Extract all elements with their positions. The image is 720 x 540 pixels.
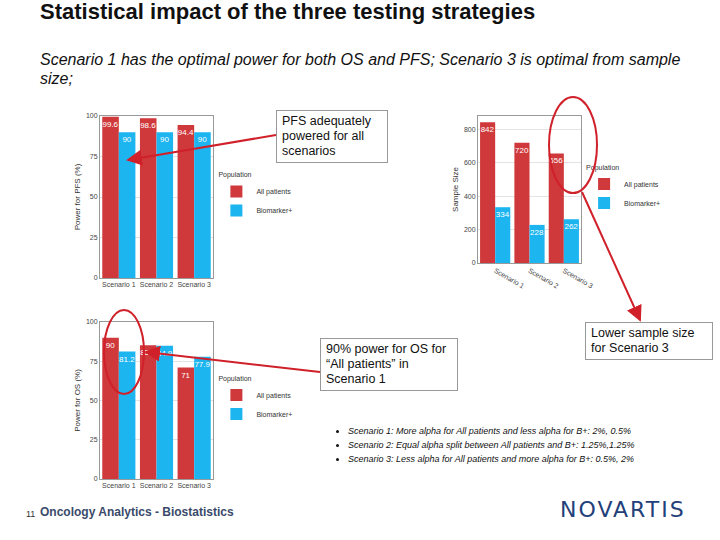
svg-text:90: 90 xyxy=(198,135,207,144)
svg-text:94.4: 94.4 xyxy=(178,128,194,137)
svg-text:25: 25 xyxy=(90,234,98,241)
svg-text:71: 71 xyxy=(181,371,190,380)
svg-text:334: 334 xyxy=(496,210,510,219)
svg-text:228: 228 xyxy=(530,228,544,237)
svg-text:90: 90 xyxy=(106,341,115,350)
svg-text:Power for PFS (%): Power for PFS (%) xyxy=(73,163,82,230)
html-text:Scenario 1 has the optimal pow: Scenario 1 has the optimal power for bot… xyxy=(40,51,681,87)
svg-text:85.2: 85.2 xyxy=(140,348,156,357)
svg-text:Scenario 2: Scenario 2 xyxy=(140,281,174,288)
svg-text:90: 90 xyxy=(122,135,131,144)
svg-text:842: 842 xyxy=(481,125,495,134)
svg-text:Scenario 3: Scenario 3 xyxy=(177,482,211,489)
svg-text:Scenario 1: Scenario 1 xyxy=(102,281,136,288)
html-text:90% power for OS for “All pati: 90% power for OS for “All patients” in S… xyxy=(326,342,447,386)
svg-text:75: 75 xyxy=(90,153,98,160)
svg-text:Population: Population xyxy=(218,171,251,179)
html-text:NOVARTIS: NOVARTIS xyxy=(560,497,686,522)
svg-text:25: 25 xyxy=(90,436,98,443)
svg-text:400: 400 xyxy=(464,193,476,200)
svg-text:Scenario 3: Scenario 3 xyxy=(562,267,595,290)
html-text:Lower sample size for Scenario: Lower sample size for Scenario 3 xyxy=(591,326,695,355)
svg-text:Biomarker+: Biomarker+ xyxy=(256,207,292,214)
svg-text:720: 720 xyxy=(515,146,529,155)
svg-text:75: 75 xyxy=(90,358,98,365)
svg-text:Scenario 1: Scenario 1 xyxy=(102,482,136,489)
svg-text:Population: Population xyxy=(586,164,619,172)
svg-text:Power for OS (%): Power for OS (%) xyxy=(73,369,82,432)
svg-text:600: 600 xyxy=(464,159,476,166)
svg-text:90: 90 xyxy=(160,135,169,144)
svg-text:50: 50 xyxy=(90,397,98,404)
svg-text:Biomarker+: Biomarker+ xyxy=(624,200,660,207)
svg-text:All patients: All patients xyxy=(256,188,291,196)
html-text:Statistical impact of the thre: Statistical impact of the three testing … xyxy=(40,0,536,24)
svg-text:0: 0 xyxy=(472,259,476,266)
svg-text:84.9: 84.9 xyxy=(157,349,173,358)
svg-text:656: 656 xyxy=(549,156,563,165)
svg-text:Biomarker+: Biomarker+ xyxy=(256,411,292,418)
html-text:Scenario 1: More alpha for All: Scenario 1: More alpha for All patients … xyxy=(348,426,632,436)
svg-text:98.6: 98.6 xyxy=(140,121,156,130)
svg-text:Sample Size: Sample Size xyxy=(451,167,460,212)
svg-text:200: 200 xyxy=(464,226,476,233)
svg-text:100: 100 xyxy=(86,318,98,325)
html-text:Scenario 3: Less alpha for All: Scenario 3: Less alpha for All patients … xyxy=(348,454,635,464)
svg-text:81.2: 81.2 xyxy=(119,355,135,364)
svg-text:50: 50 xyxy=(90,193,98,200)
svg-text:77.9: 77.9 xyxy=(194,360,210,369)
svg-text:262: 262 xyxy=(564,222,578,231)
svg-text:100: 100 xyxy=(86,112,98,119)
html-text:PFS adequately powered for all: PFS adequately powered for all scenarios xyxy=(282,114,371,158)
svg-text:Population: Population xyxy=(218,375,251,383)
svg-text:Scenario 2: Scenario 2 xyxy=(527,267,560,290)
svg-text:99.6: 99.6 xyxy=(102,120,118,129)
svg-text:All patients: All patients xyxy=(256,392,291,400)
svg-text:Scenario 3: Scenario 3 xyxy=(177,281,211,288)
svg-text:Scenario 1: Scenario 1 xyxy=(493,267,526,290)
svg-text:Scenario 2: Scenario 2 xyxy=(140,482,174,489)
svg-text:All patients: All patients xyxy=(624,181,659,189)
svg-text:0: 0 xyxy=(94,274,98,281)
html-text:Scenario 2: Equal alpha split: Scenario 2: Equal alpha split between Al… xyxy=(348,440,635,450)
svg-text:0: 0 xyxy=(94,475,98,482)
svg-text:800: 800 xyxy=(464,126,476,133)
html-text:11 Oncology Analytics - Biosta: 11 Oncology Analytics - Biostatistics xyxy=(26,505,234,519)
